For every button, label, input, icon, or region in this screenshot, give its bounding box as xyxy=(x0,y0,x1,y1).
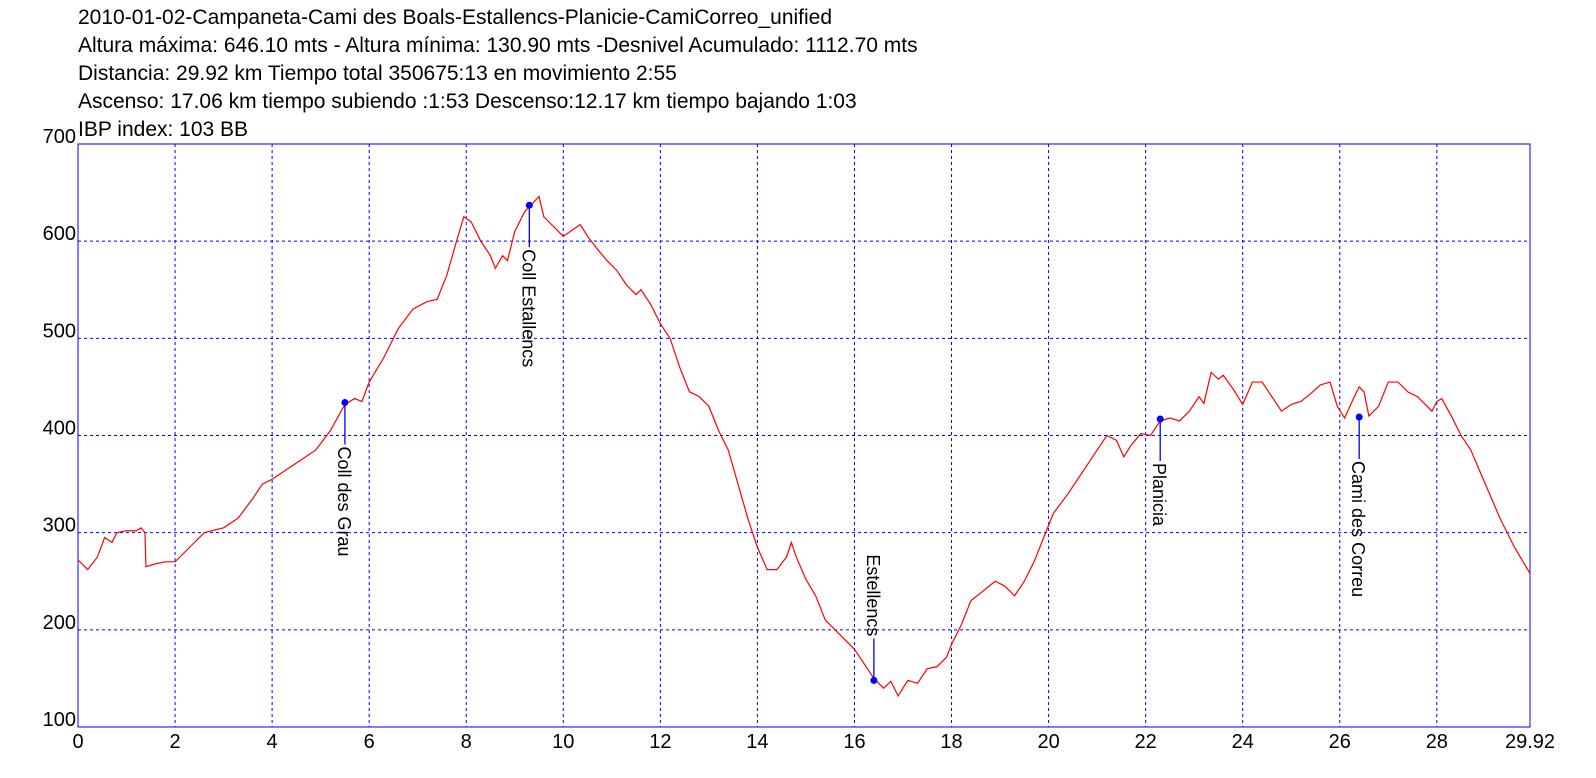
annotation-point xyxy=(870,676,878,684)
x-tick-label: 16 xyxy=(843,731,865,753)
annotation-label: Planicia xyxy=(1149,463,1169,527)
annotation-point xyxy=(525,201,533,209)
plot-frame xyxy=(77,143,1531,728)
y-tick-label: 600 xyxy=(43,223,76,245)
x-tick-label: 10 xyxy=(552,731,574,753)
subtitle-line: Ascenso: 17.06 km tiempo subiendo :1:53 … xyxy=(78,90,857,113)
y-tick-label: 400 xyxy=(43,418,76,440)
subtitle-line: Distancia: 29.92 km Tiempo total 350675:… xyxy=(78,62,677,85)
subtitle-line: Altura máxima: 646.10 mts - Altura mínim… xyxy=(78,34,918,57)
elevation-line xyxy=(77,195,1531,698)
annotation-label: Coll des Grau xyxy=(334,446,354,556)
x-tick-label: 24 xyxy=(1232,731,1254,753)
x-tick-label: 6 xyxy=(364,731,375,753)
annotation-point xyxy=(341,398,349,406)
annotation-label: Estellencs xyxy=(863,554,883,636)
y-tick-label: 300 xyxy=(43,515,76,537)
x-tick-label: 20 xyxy=(1037,731,1059,753)
x-tick-label: 4 xyxy=(267,731,278,753)
subtitle-line: IBP index: 103 BB xyxy=(78,118,248,141)
y-tick-label: 500 xyxy=(43,320,76,342)
y-tick-label: 100 xyxy=(43,709,76,731)
x-tick-label: 2 xyxy=(169,731,180,753)
x-tick-label: 18 xyxy=(940,731,962,753)
y-tick-label: 200 xyxy=(43,612,76,634)
x-tick-label: 26 xyxy=(1329,731,1351,753)
annotation-label: Coll Estallencs xyxy=(518,249,538,367)
annotation-point xyxy=(1156,415,1164,423)
x-tick-label: 29.92 xyxy=(1505,731,1555,753)
x-tick-label: 12 xyxy=(649,731,671,753)
y-tick-label: 700 xyxy=(43,126,76,148)
x-tick-label: 28 xyxy=(1426,731,1448,753)
x-tick-label: 14 xyxy=(746,731,768,753)
annotation-label: Cami des Correu xyxy=(1348,461,1368,597)
chart-title: 2010-01-02-Campaneta-Cami des Boals-Esta… xyxy=(78,6,832,29)
x-tick-label: 0 xyxy=(72,731,83,753)
annotation-point xyxy=(1355,413,1363,421)
x-tick-label: 8 xyxy=(461,731,472,753)
x-tick-label: 22 xyxy=(1135,731,1157,753)
